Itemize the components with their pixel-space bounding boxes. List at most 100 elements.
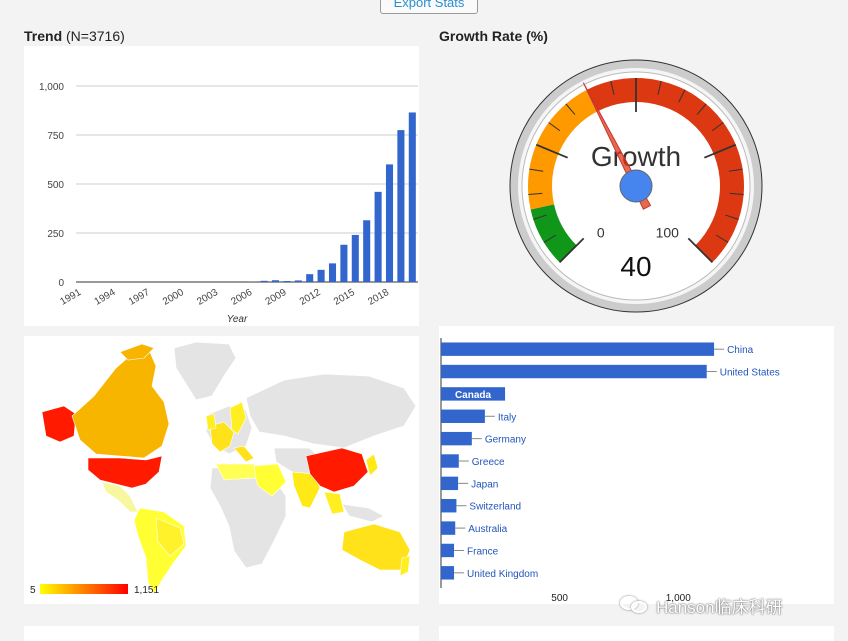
country-bar [441,566,455,580]
growth-heading: Growth Rate (%) [439,28,548,44]
trend-heading-count: (N=3716) [62,28,125,44]
gauge-major-tick [535,143,568,159]
gauge-minor-tick [529,168,544,172]
trend-bar [408,112,416,283]
x-tick-label: 2009 [264,287,289,308]
gauge-minor-tick [678,89,686,103]
map-legend-max: 1,151 [134,585,159,596]
country-bar [441,409,485,423]
gauge-needle-hub [619,169,653,203]
country-bar [441,431,472,446]
country-label: Canada [455,390,492,401]
gauge-minor-tick [610,80,615,95]
trend-heading-bold: Trend [24,28,63,44]
country-label: Japan [471,479,498,490]
gauge-minor-tick [696,103,707,115]
map-legend-bar [40,584,128,594]
country-bar [441,521,456,535]
gauge-minor-tick [543,234,557,243]
gauge-band [586,77,744,263]
country-bar [441,454,459,468]
trend-bar [283,281,291,282]
trend-chart: 0 250 500 750 1,000 1991 1994 1997 2000 2003 2006 2… [39,82,418,325]
country-label: Germany [485,435,526,446]
trend-bar [317,269,325,282]
x-tick-label: 2018 [366,287,391,308]
x-tick-label: 1,000 [666,593,691,604]
x-axis-label: Year [227,314,248,325]
watermark-text: Hanson临床科研 [656,597,783,617]
gauge-min-label: 0 [597,224,605,240]
country-label: China [727,345,754,356]
gauge-minor-tick [728,168,743,172]
gauge-minor-tick [725,214,739,220]
x-tick-label: 2006 [229,287,254,308]
country-bar [441,499,457,513]
x-tick-label: 1991 [58,287,83,308]
gauge-major-tick [704,143,737,159]
y-tick-label: 750 [47,131,64,142]
country-bar [441,387,506,401]
gauge-minor-tick [533,214,547,220]
trend-bar [397,130,405,282]
x-tick-label: 500 [551,593,568,604]
trend-bar [260,280,268,282]
gauge-minor-tick [729,192,744,195]
x-tick-label: 1994 [93,287,118,308]
export-stats-button[interactable]: Export Stats [380,0,478,14]
gauge-label: Growth [591,141,681,172]
country-bar [441,476,459,491]
x-tick-label: 2003 [195,287,220,308]
country-label: Australia [468,524,507,535]
trend-bar [328,263,337,282]
map-panel: 5 1,151 [24,336,419,604]
trend-panel: 0 250 500 750 1,000 1991 1994 1997 2000 2003 2006 2… [24,46,419,326]
trend-bar [363,220,371,282]
y-tick-label: 500 [47,180,64,191]
gauge-minor-tick [657,80,662,95]
trend-bar [271,280,280,282]
y-tick-label: 0 [58,278,64,289]
country-bar [441,364,707,379]
y-tick-label: 250 [47,229,64,240]
x-tick-label: 2000 [161,287,186,308]
country-label: Greece [472,457,505,468]
x-tick-label: 2015 [332,287,357,308]
country-label: United Kingdom [467,569,538,580]
gauge-band [530,204,577,263]
country-bar [441,543,455,558]
growth-gauge: Growth 0 100 40 [509,59,763,313]
gauge-minor-tick [715,234,729,243]
gauge-major-tick [558,237,585,264]
country-label: United States [720,368,780,379]
country-label: Italy [498,412,516,423]
trend-bar [351,234,359,282]
country-label: France [467,546,499,557]
trend-bar [340,244,348,282]
gauge-minor-tick [528,192,543,195]
map-countries-colored [41,343,411,595]
map-legend-min: 5 [30,585,36,596]
gauge-band [528,89,598,210]
bottom-right-panel [439,626,834,641]
trend-heading: Trend (N=3716) [24,28,125,44]
trend-bar [385,164,394,282]
watermark: Hanson临床科研 [620,592,783,618]
country-bar [441,342,715,356]
wechat-icon [620,594,650,616]
trend-bar [306,274,314,282]
trend-bar [374,191,382,282]
gauge-minor-tick [711,122,724,132]
gauge-max-label: 100 [656,224,680,240]
gauge-major-tick [687,237,714,264]
country-chart: China United States Canada Italy Germany Gree… [440,338,780,604]
gauge-minor-tick [548,122,561,132]
gauge-value: 40 [620,251,651,282]
x-tick-label: 2012 [298,287,323,308]
x-tick-label: 1997 [127,287,152,308]
gauge-minor-tick [565,103,576,115]
country-panel: China United States Canada Italy Germany Gree… [439,326,834,604]
world-map: 5 1,151 [30,341,417,596]
gauge-panel: Growth 0 100 40 [439,46,834,326]
country-label: Switzerland [469,502,521,513]
